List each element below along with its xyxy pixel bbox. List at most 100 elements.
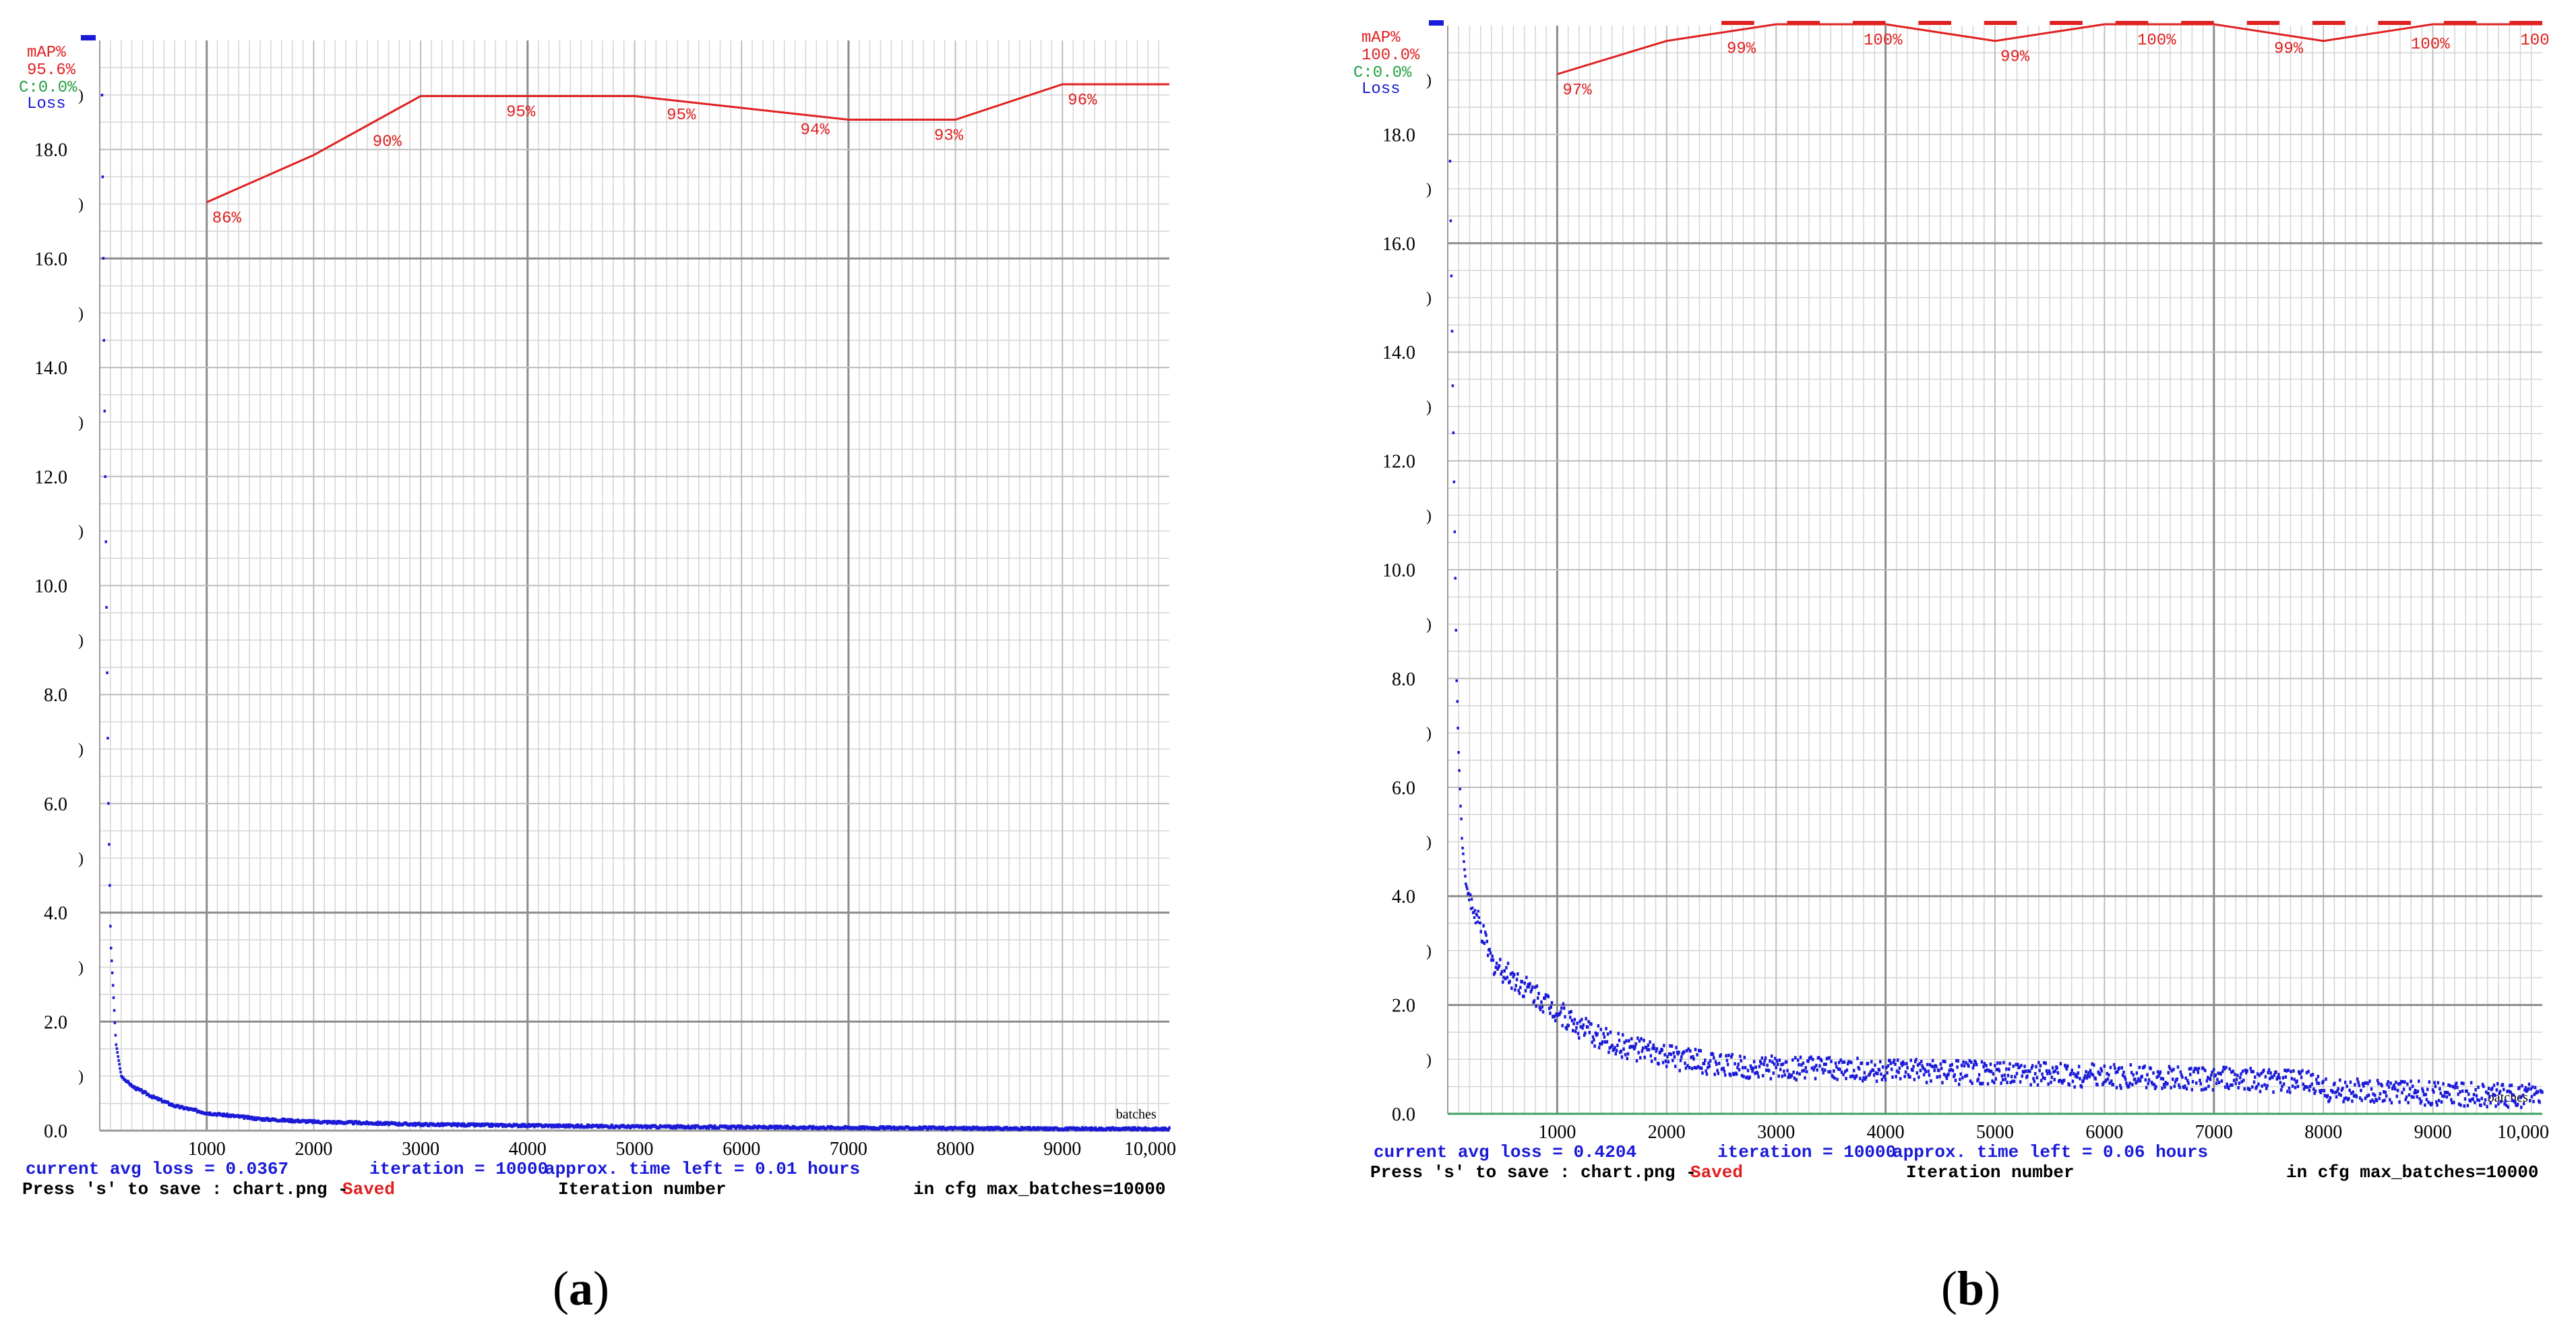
loss-point	[1915, 1071, 1918, 1075]
loss-point	[2228, 1086, 2230, 1090]
loss-point	[2308, 1084, 2312, 1088]
loss-point	[1635, 1059, 1638, 1063]
loss-point	[2531, 1085, 2534, 1089]
loss-point	[2350, 1092, 2353, 1096]
loss-point	[2424, 1103, 2426, 1107]
loss-point	[2492, 1083, 2496, 1087]
loss-point	[2178, 1083, 2180, 1087]
loss-point	[1850, 1061, 1853, 1065]
loss-point	[1800, 1063, 1803, 1067]
loss-point	[2385, 1094, 2388, 1098]
loss-point	[2323, 1089, 2326, 1093]
loss-point	[1594, 1031, 1597, 1035]
loss-point	[2209, 1077, 2212, 1081]
loss-point	[133, 1085, 136, 1089]
loss-point	[1839, 1067, 1841, 1071]
loss-point	[1477, 916, 1481, 919]
loss-point	[1924, 1067, 1926, 1071]
loss-point	[2120, 1086, 2122, 1090]
loss-point	[2462, 1081, 2465, 1085]
loss-point	[1963, 1064, 1966, 1068]
loss-point	[2320, 1089, 2323, 1092]
loss-point	[2345, 1096, 2348, 1100]
loss-point	[2099, 1072, 2102, 1076]
loss-point	[1735, 1072, 1738, 1076]
loss-point	[1766, 1063, 1769, 1067]
legend-loss-label: Loss	[1361, 80, 1401, 98]
loss-point	[1703, 1062, 1706, 1065]
loss-point	[2042, 1061, 2046, 1065]
loss-point	[1517, 988, 1520, 992]
loss-point	[1822, 1063, 1826, 1067]
loss-point	[2221, 1069, 2224, 1073]
loss-point	[2114, 1066, 2116, 1070]
loss-point	[2186, 1079, 2189, 1083]
loss-point	[2050, 1075, 2054, 1079]
loss-point	[2136, 1079, 2139, 1083]
loss-point	[1602, 1032, 1605, 1036]
loss-point	[1889, 1059, 1891, 1063]
loss-point	[2529, 1087, 2532, 1091]
loss-point	[1980, 1082, 1982, 1086]
loss-point	[1754, 1071, 1756, 1075]
loss-point	[2082, 1079, 2085, 1083]
loss-point	[1605, 1040, 1609, 1044]
loss-point	[1919, 1069, 1922, 1073]
loss-point	[1816, 1068, 1818, 1072]
loss-point	[1824, 1068, 1827, 1072]
loss-point	[2387, 1085, 2391, 1089]
loss-point	[2216, 1077, 2219, 1081]
loss-point	[2041, 1072, 2044, 1076]
loss-point	[1475, 914, 1479, 917]
loss-point	[1869, 1070, 1872, 1074]
loss-point	[2409, 1087, 2412, 1091]
loss-point	[1738, 1068, 1741, 1072]
loss-point	[2171, 1077, 2174, 1081]
loss-point	[2459, 1090, 2461, 1094]
loss-point	[456, 1124, 459, 1128]
loss-point	[2269, 1077, 2271, 1081]
loss-point	[2197, 1067, 2201, 1071]
loss-point	[2159, 1070, 2162, 1074]
loss-point	[1802, 1069, 1806, 1073]
legend-class-value: C:0.0%	[1353, 64, 1412, 82]
loss-point	[106, 671, 109, 674]
loss-point	[1715, 1063, 1718, 1066]
loss-point	[1643, 1038, 1645, 1042]
loss-point	[242, 1114, 245, 1118]
loss-point	[2073, 1085, 2076, 1089]
loss-point	[102, 257, 105, 260]
loss-point	[2322, 1079, 2325, 1083]
loss-point	[2520, 1105, 2523, 1109]
loss-point	[2412, 1095, 2415, 1099]
loss-point	[2446, 1091, 2449, 1094]
loss-point	[2425, 1098, 2428, 1102]
loss-point	[2196, 1067, 2199, 1071]
loss-point	[2044, 1077, 2046, 1081]
loss-point	[1918, 1075, 1920, 1079]
loss-point	[1599, 1042, 1601, 1046]
loss-point	[1533, 999, 1536, 1003]
loss-point	[1790, 1073, 1793, 1077]
loss-point	[107, 802, 110, 805]
loss-point	[1903, 1062, 1905, 1066]
loss-point	[2348, 1097, 2350, 1101]
loss-point	[2328, 1098, 2331, 1102]
loss-point	[2211, 1070, 2213, 1074]
loss-point	[2135, 1071, 2139, 1075]
loss-point	[1829, 1070, 1832, 1074]
y-minor-tick: )	[1426, 398, 1432, 416]
legend-map-value: 100.0%	[1361, 47, 1420, 65]
loss-point	[2068, 1083, 2071, 1087]
loss-point	[2096, 1083, 2099, 1087]
y-minor-tick: )	[78, 632, 84, 649]
loss-point	[1694, 1048, 1697, 1052]
loss-point	[2100, 1069, 2104, 1073]
loss-point	[2197, 1071, 2200, 1075]
loss-point	[2009, 1081, 2013, 1084]
loss-point	[2272, 1090, 2275, 1094]
loss-point	[2384, 1090, 2387, 1094]
loss-point	[1547, 1007, 1551, 1011]
loss-point	[1880, 1072, 1882, 1076]
loss-point	[1499, 957, 1502, 961]
